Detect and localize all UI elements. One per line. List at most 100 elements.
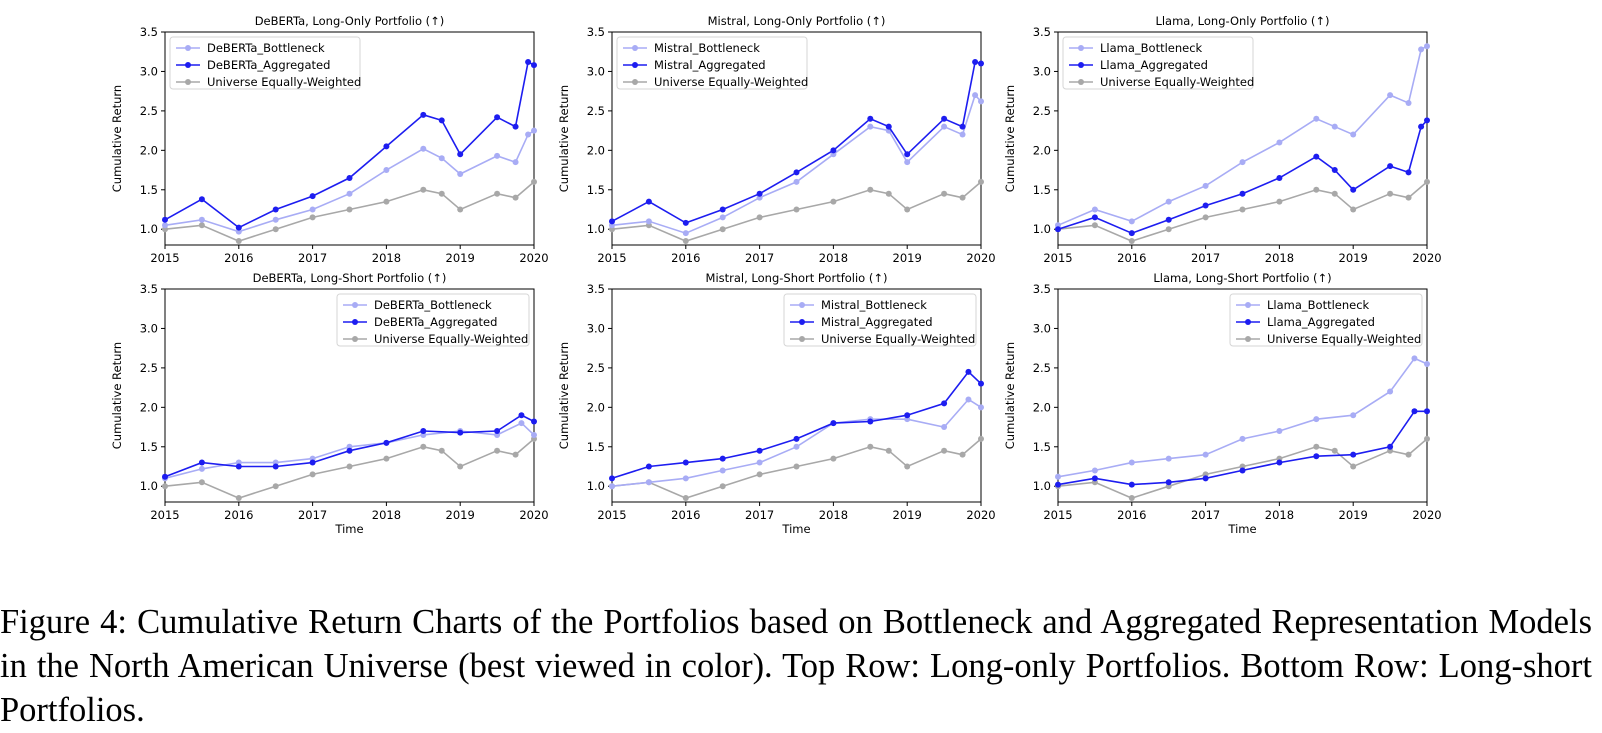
data-point-universe bbox=[457, 463, 464, 470]
data-point-aggregated bbox=[1165, 479, 1172, 486]
legend-swatch-marker bbox=[799, 336, 805, 342]
data-point-bottleneck bbox=[1387, 92, 1394, 99]
x-tick-label: 2017 bbox=[298, 508, 327, 522]
data-point-aggregated bbox=[904, 412, 911, 419]
data-point-bottleneck bbox=[494, 152, 501, 159]
legend-swatch-marker bbox=[1245, 336, 1251, 342]
data-point-bottleneck bbox=[420, 145, 427, 152]
y-tick-label: 1.5 bbox=[1033, 183, 1051, 197]
plot-frame bbox=[1057, 31, 1428, 246]
series-line-bottleneck bbox=[1057, 45, 1428, 227]
data-point-aggregated bbox=[959, 123, 966, 130]
data-point-aggregated bbox=[1418, 123, 1425, 130]
legend-swatch-marker bbox=[632, 62, 638, 68]
data-point-bottleneck bbox=[531, 127, 537, 134]
data-point-aggregated bbox=[457, 151, 464, 158]
y-tick-label: 2.5 bbox=[140, 361, 158, 375]
data-point-universe bbox=[959, 194, 966, 201]
data-point-aggregated bbox=[346, 447, 353, 454]
legend-swatch-marker bbox=[185, 62, 191, 68]
data-point-bottleneck bbox=[1091, 467, 1098, 474]
series-line-aggregated bbox=[611, 61, 982, 224]
data-point-universe bbox=[1313, 443, 1320, 450]
data-point-bottleneck bbox=[457, 171, 464, 177]
y-tick-label: 3.0 bbox=[587, 321, 605, 335]
data-point-universe bbox=[867, 443, 874, 450]
data-point-bottleneck bbox=[383, 167, 390, 174]
data-point-bottleneck bbox=[1387, 388, 1394, 395]
x-tick-label: 2016 bbox=[671, 251, 700, 265]
data-point-universe bbox=[756, 471, 763, 478]
x-tick-label: 2020 bbox=[519, 251, 548, 265]
y-axis-label: Cumulative Return bbox=[557, 85, 571, 192]
data-point-aggregated bbox=[162, 473, 168, 480]
data-point-bottleneck bbox=[1091, 206, 1098, 213]
data-point-aggregated bbox=[978, 60, 984, 67]
plot-frame bbox=[611, 288, 982, 503]
x-tick-label: 2019 bbox=[1339, 251, 1368, 265]
legend-swatch-marker bbox=[352, 319, 358, 325]
x-tick-label: 2017 bbox=[298, 251, 327, 265]
y-axis-label: Cumulative Return bbox=[110, 342, 124, 449]
data-point-aggregated bbox=[941, 400, 948, 407]
series-line-bottleneck bbox=[164, 422, 535, 480]
x-tick-label: 2020 bbox=[1412, 251, 1441, 265]
data-point-aggregated bbox=[609, 475, 615, 482]
data-point-bottleneck bbox=[1424, 360, 1430, 367]
data-point-aggregated bbox=[1202, 475, 1209, 482]
data-point-aggregated bbox=[1276, 459, 1283, 466]
plot-frame bbox=[1057, 288, 1428, 503]
data-point-aggregated bbox=[1405, 169, 1412, 176]
data-point-universe bbox=[1128, 495, 1135, 502]
y-tick-label: 1.5 bbox=[587, 183, 605, 197]
data-point-universe bbox=[383, 198, 390, 205]
data-point-aggregated bbox=[904, 151, 911, 158]
x-tick-label: 2020 bbox=[519, 508, 548, 522]
data-point-universe bbox=[885, 190, 892, 197]
y-tick-label: 2.5 bbox=[587, 361, 605, 375]
data-point-universe bbox=[1331, 190, 1338, 197]
data-point-bottleneck bbox=[272, 216, 279, 223]
data-point-aggregated bbox=[198, 459, 205, 466]
data-point-aggregated bbox=[494, 114, 501, 121]
legend-swatch-marker bbox=[799, 302, 805, 308]
x-axis-label: Time bbox=[334, 522, 363, 536]
y-tick-label: 1.5 bbox=[140, 183, 158, 197]
data-point-universe bbox=[1405, 194, 1412, 201]
plot-frame bbox=[164, 288, 535, 503]
y-tick-label: 3.5 bbox=[587, 25, 605, 39]
legend-swatch-marker bbox=[632, 45, 638, 51]
y-tick-label: 1.0 bbox=[587, 222, 605, 236]
data-point-bottleneck bbox=[867, 123, 874, 130]
data-point-aggregated bbox=[531, 418, 537, 425]
data-point-universe bbox=[682, 495, 689, 502]
x-tick-label: 2019 bbox=[1339, 508, 1368, 522]
data-point-universe bbox=[830, 198, 837, 205]
data-point-bottleneck bbox=[941, 424, 948, 431]
data-point-bottleneck bbox=[1350, 131, 1357, 138]
y-tick-label: 3.0 bbox=[1033, 321, 1051, 335]
data-point-bottleneck bbox=[162, 222, 168, 229]
data-point-aggregated bbox=[609, 218, 615, 225]
y-axis-label: Cumulative Return bbox=[1003, 85, 1017, 192]
legend-label: DeBERTa_Bottleneck bbox=[207, 41, 325, 55]
data-point-universe bbox=[941, 447, 948, 454]
data-point-aggregated bbox=[1055, 226, 1061, 233]
data-point-universe bbox=[309, 214, 316, 221]
data-point-bottleneck bbox=[1411, 355, 1418, 362]
data-point-universe bbox=[1387, 190, 1394, 197]
data-point-aggregated bbox=[457, 429, 464, 436]
data-point-bottleneck bbox=[609, 483, 615, 490]
y-tick-label: 2.0 bbox=[1033, 143, 1051, 157]
data-point-universe bbox=[1350, 463, 1357, 470]
data-point-universe bbox=[1091, 222, 1098, 229]
data-point-aggregated bbox=[420, 111, 427, 118]
data-point-bottleneck bbox=[1276, 428, 1283, 434]
data-point-aggregated bbox=[1411, 408, 1418, 415]
y-tick-label: 2.5 bbox=[140, 104, 158, 118]
data-point-bottleneck bbox=[965, 396, 972, 403]
x-tick-label: 2018 bbox=[819, 508, 848, 522]
y-axis-label: Cumulative Return bbox=[1003, 342, 1017, 449]
y-tick-label: 2.5 bbox=[1033, 361, 1051, 375]
data-point-aggregated bbox=[346, 174, 353, 181]
